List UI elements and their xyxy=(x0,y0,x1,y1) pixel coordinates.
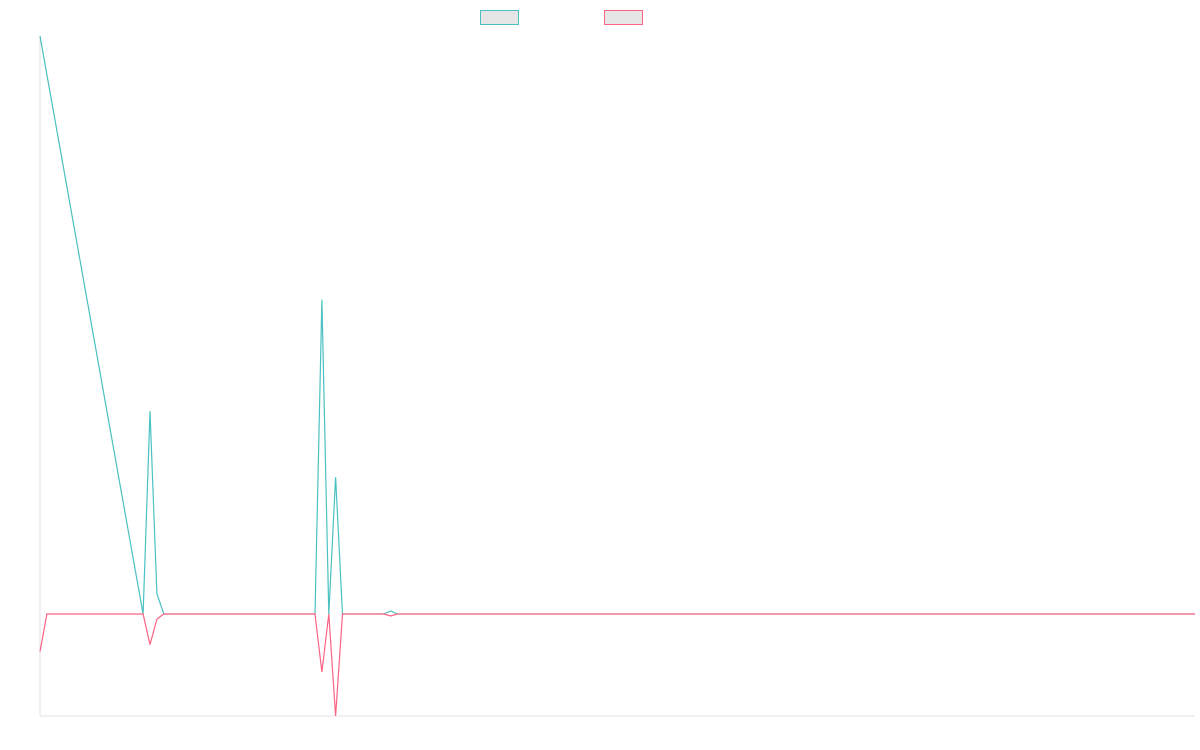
series-line-1[interactable] xyxy=(39,35,1195,615)
series-line-2[interactable] xyxy=(39,613,1195,717)
legend-item-series-1[interactable] xyxy=(480,9,519,25)
legend-swatch-series-2 xyxy=(604,9,643,25)
legend-swatch-series-1 xyxy=(480,9,519,25)
legend-item-series-2[interactable] xyxy=(604,9,643,25)
legend xyxy=(0,9,1200,27)
